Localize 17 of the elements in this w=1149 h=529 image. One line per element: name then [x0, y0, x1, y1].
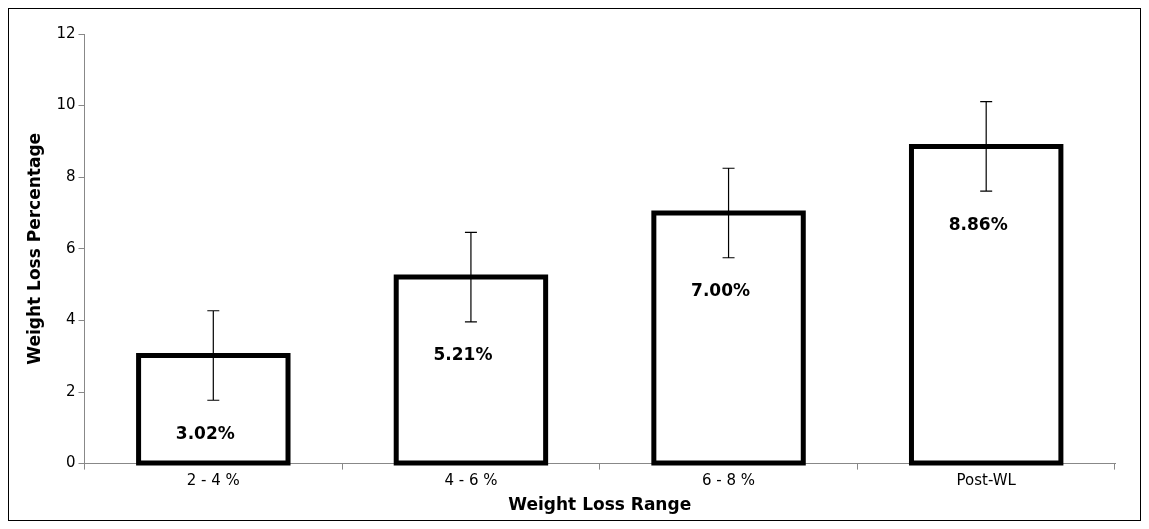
x-tick-label: 2 - 4 %	[186, 471, 240, 490]
x-tick-label: 4 - 6 %	[444, 471, 498, 490]
data-label: 5.21%	[433, 344, 493, 365]
y-axis-title: Weight Loss Percentage	[23, 132, 44, 365]
y-tick-label: 8	[65, 167, 76, 186]
x-tick-label: Post-WL	[956, 471, 1017, 490]
y-tick-label: 2	[65, 381, 76, 400]
data-label: 7.00%	[691, 280, 751, 301]
y-tick-label: 10	[56, 95, 76, 114]
y-tick-label: 4	[65, 310, 76, 329]
y-tick-label: 12	[56, 23, 76, 42]
data-label: 3.02%	[175, 422, 235, 443]
y-tick-label: 0	[65, 453, 76, 472]
x-tick-label: 6 - 8 %	[702, 471, 756, 490]
y-tick-label: 6	[65, 238, 76, 257]
x-axis-title: Weight Loss Range	[508, 494, 692, 515]
data-label: 8.86%	[948, 213, 1008, 234]
